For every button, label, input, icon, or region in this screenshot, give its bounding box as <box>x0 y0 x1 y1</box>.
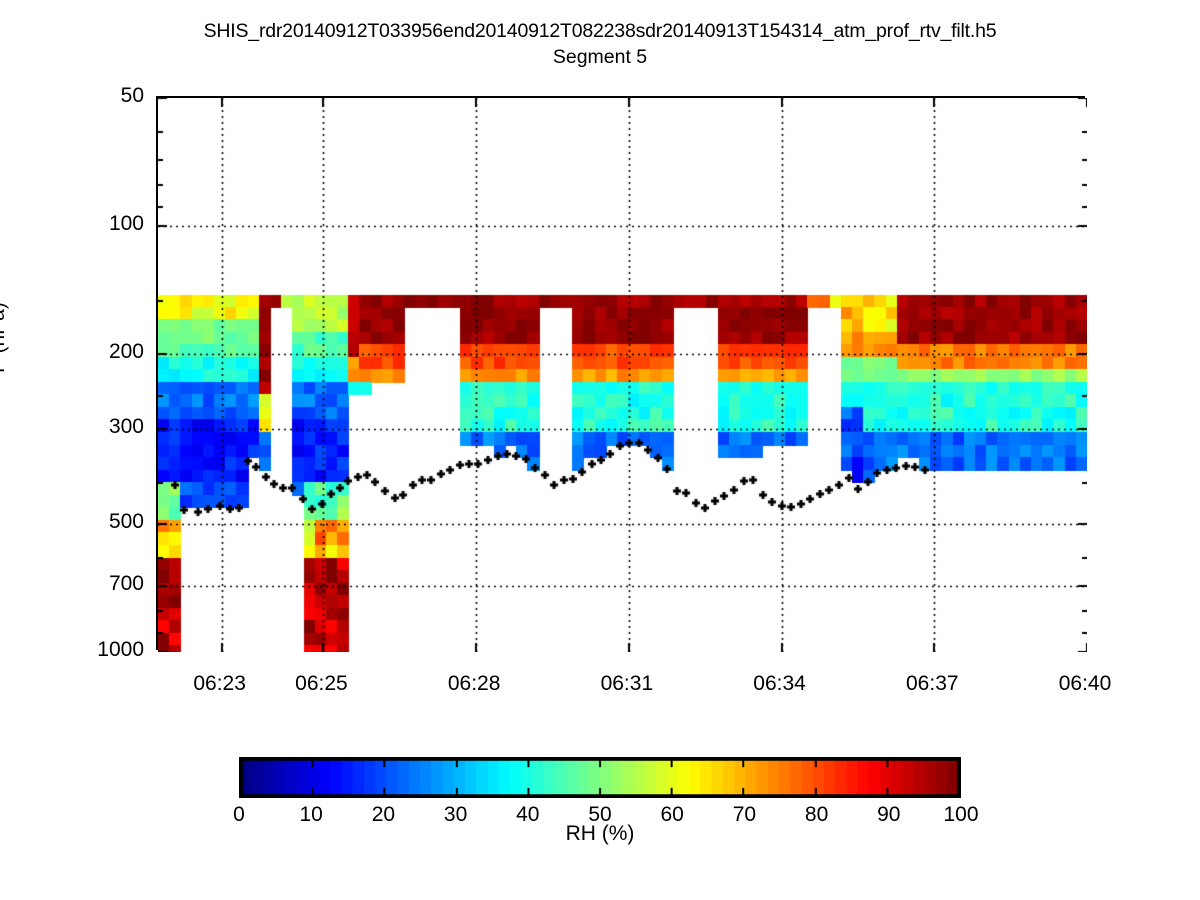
colorbar-tick-50: 50 <box>588 803 612 826</box>
x-tick-06-31: 06:31 <box>600 672 654 695</box>
colorbar-tick-20: 20 <box>371 803 396 826</box>
colorbar <box>239 757 961 798</box>
y-tick-300: 300 <box>108 415 144 439</box>
x-tick-06-34: 06:34 <box>753 672 806 695</box>
colorbar-tick-90: 90 <box>877 803 901 826</box>
colorbar-tick-40: 40 <box>516 803 540 826</box>
colorbar-tick-0: 0 <box>233 803 245 826</box>
colorbar-tick-70: 70 <box>732 803 757 826</box>
figure-subtitle: Segment 5 <box>552 46 648 68</box>
page-title: SHIS_rdr20140912T033956end20140912T08223… <box>203 20 997 42</box>
plot-axes <box>156 96 1087 652</box>
y-tick-500: 500 <box>108 509 144 533</box>
y-tick-1000: 1000 <box>97 638 144 661</box>
colorbar-tick-30: 30 <box>443 803 468 826</box>
x-tick-06-40: 06:40 <box>1058 672 1112 695</box>
x-tick-06-28: 06:28 <box>447 672 501 695</box>
colorbar-title: RH (%) <box>565 822 635 845</box>
y-tick-100: 100 <box>108 212 144 236</box>
x-tick-06-25: 06:25 <box>295 672 348 695</box>
x-tick-06-23: 06:23 <box>193 672 246 695</box>
figure-title-block: SHIS_rdr20140912T033956end20140912T08223… <box>0 20 1200 69</box>
y-tick-700: 700 <box>108 572 144 596</box>
y-tick-50: 50 <box>120 84 144 107</box>
y-tick-200: 200 <box>108 340 144 364</box>
colorbar-tick-100: 100 <box>943 803 979 826</box>
heatmap-canvas <box>158 98 1087 652</box>
colorbar-tick-10: 10 <box>299 803 323 826</box>
colorbar-tick-80: 80 <box>804 803 829 826</box>
colorbar-tick-60: 60 <box>660 803 684 826</box>
x-tick-06-37: 06:37 <box>906 672 959 695</box>
colorbar-gradient <box>239 757 961 798</box>
